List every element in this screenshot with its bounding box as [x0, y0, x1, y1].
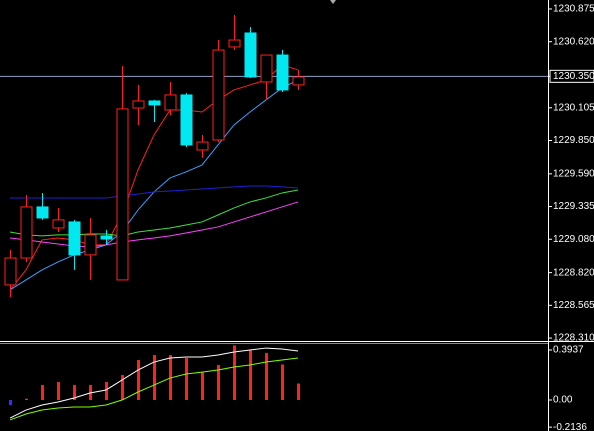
- candle-body: [20, 206, 33, 259]
- y-tick-label: 1230.350: [553, 71, 594, 82]
- y-tick-label: 1230.875: [553, 4, 594, 15]
- indicator-line: [10, 185, 299, 199]
- candle-body: [212, 49, 225, 141]
- histogram-bar: [185, 357, 188, 401]
- histogram-bar: [9, 400, 12, 406]
- histogram-bar: [297, 383, 300, 401]
- y-tick-label: 1230.105: [553, 102, 594, 113]
- candle-body: [276, 54, 289, 91]
- candle-body: [180, 94, 193, 146]
- y-tick-label: 0.00: [553, 395, 573, 406]
- histogram-bar: [153, 355, 156, 401]
- current-price-box: [549, 69, 594, 83]
- candle-body: [36, 206, 49, 219]
- candle-body: [244, 32, 257, 78]
- candle-body: [196, 141, 209, 151]
- histogram-bar: [41, 385, 44, 401]
- y-tick-label: 1228.820: [553, 267, 594, 278]
- indicator-line: [9, 357, 299, 421]
- candle-body: [228, 39, 241, 48]
- candle-body: [164, 94, 177, 111]
- histogram-bar: [201, 372, 204, 401]
- indicator-line: [9, 189, 299, 237]
- histogram-bar: [25, 398, 28, 401]
- histogram-bar: [105, 381, 108, 401]
- shift-marker: [330, 0, 336, 4]
- histogram-bar: [57, 381, 60, 401]
- y-tick-label: -0.2136: [553, 422, 587, 431]
- histogram-bar: [217, 364, 220, 401]
- y-tick-label: 1229.850: [553, 135, 594, 146]
- histogram-bar: [281, 364, 284, 401]
- y-tick-label: 1229.080: [553, 234, 594, 245]
- histogram-bar: [73, 385, 76, 401]
- indicator-line: [9, 64, 299, 291]
- indicator-line: [9, 201, 299, 248]
- candle-body: [116, 108, 129, 281]
- y-tick-label: 1230.620: [553, 36, 594, 47]
- y-tick-label: 0.3937: [553, 345, 584, 356]
- candle-body: [52, 219, 65, 229]
- candle-body: [4, 257, 17, 286]
- histogram-bar: [249, 350, 252, 401]
- y-tick-label: 1229.590: [553, 168, 594, 179]
- histogram-bar: [265, 353, 268, 401]
- histogram-bar: [137, 360, 140, 401]
- indicator-line: [9, 347, 299, 419]
- y-tick-label: 1229.335: [553, 201, 594, 212]
- candle-body: [100, 235, 113, 240]
- y-tick-label: 1228.310: [553, 333, 594, 344]
- candle-body: [292, 76, 305, 86]
- y-tick-label: 1228.565: [553, 300, 594, 311]
- candle-body: [260, 54, 273, 83]
- candle-body: [68, 221, 81, 256]
- candle-body: [148, 100, 161, 106]
- candle-body: [84, 234, 97, 256]
- candle-body: [132, 100, 145, 109]
- histogram-bar: [233, 345, 236, 401]
- histogram-bar: [121, 374, 124, 401]
